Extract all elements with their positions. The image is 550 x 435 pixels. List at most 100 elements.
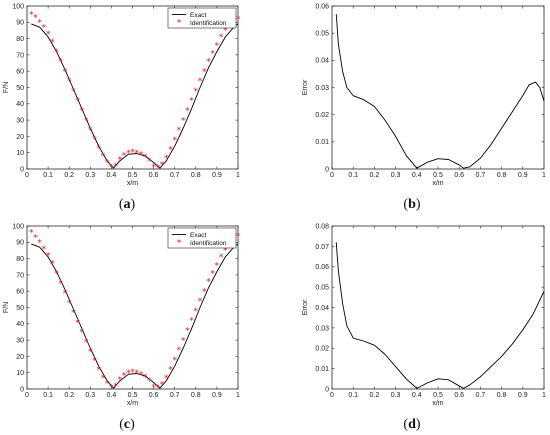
x-tick-label: 0.9 — [212, 392, 222, 399]
y-tick-label: 70 — [16, 272, 24, 279]
data-point: * — [84, 338, 89, 348]
data-point: * — [160, 380, 165, 390]
data-point: * — [156, 384, 161, 394]
legend-swatch-identification: * — [177, 239, 182, 249]
y-tick-label: 30 — [16, 118, 24, 125]
legend-label-exact: Exact — [190, 12, 206, 19]
data-point: * — [113, 162, 118, 172]
data-point: * — [29, 229, 34, 239]
x-tick-label: 0.4 — [412, 392, 422, 399]
data-point: * — [54, 269, 59, 279]
x-tick-label: 0.5 — [433, 392, 443, 399]
panel-d: 0 0.1 0.2 0.3 0.4 0.5 0.6 0.7 0.8 0.9 1 0 0.01 0.02 0.… — [302, 223, 546, 407]
x-tick-label: 0.7 — [170, 172, 180, 179]
x-tick-label: 0.9 — [518, 172, 528, 179]
x-tick-label: 0 — [25, 392, 29, 399]
x-tick-label: 0.1 — [348, 392, 358, 399]
y-tick-label: 90 — [16, 240, 24, 247]
data-point: * — [59, 58, 64, 68]
data-point: * — [206, 278, 211, 288]
data-point: * — [219, 33, 224, 43]
data-point: * — [143, 373, 148, 383]
y-tick-label: 0.04 — [315, 58, 329, 65]
y-tick-label: 40 — [16, 321, 24, 328]
data-point: * — [92, 135, 97, 145]
x-tick-label: 0.5 — [128, 392, 138, 399]
x-tick-label: 1 — [542, 172, 546, 179]
y-tick-label: 0 — [325, 166, 329, 173]
x-tick-label: 0.5 — [433, 172, 443, 179]
data-point: * — [96, 144, 101, 154]
x-tick-label: 0.9 — [518, 392, 528, 399]
y-tick-label: 0.07 — [315, 244, 329, 251]
data-point: * — [185, 107, 190, 117]
data-point: * — [46, 30, 51, 40]
x-tick-label: 0.1 — [43, 392, 53, 399]
plot-area — [331, 225, 545, 390]
data-point: * — [75, 318, 80, 328]
series-line-error — [335, 242, 545, 389]
y-axis-label: F/N — [3, 82, 10, 93]
x-axis-label: x/m — [127, 180, 138, 187]
data-point: * — [130, 368, 135, 378]
y-tick-label: 0.01 — [315, 366, 329, 373]
data-point: * — [147, 377, 152, 387]
x-tick-label: 0 — [25, 172, 29, 179]
y-tick-label: 20 — [16, 354, 24, 361]
plot-area — [26, 5, 239, 170]
x-tick-label: 0.8 — [497, 172, 507, 179]
data-point: * — [215, 41, 220, 51]
data-point: * — [126, 369, 131, 379]
data-point: * — [215, 261, 220, 271]
data-point: * — [168, 146, 173, 156]
y-axis-label: Error — [302, 79, 309, 95]
data-point: * — [194, 307, 199, 317]
data-point: * — [151, 383, 156, 393]
y-tick-label: 50 — [16, 305, 24, 312]
x-tick-label: 0.7 — [476, 172, 486, 179]
x-axis-label: x/m — [432, 400, 443, 407]
y-tick-label: 90 — [16, 20, 24, 27]
data-point: * — [139, 371, 144, 381]
data-point: * — [37, 239, 42, 249]
data-point: * — [101, 374, 106, 384]
data-point: * — [88, 348, 93, 358]
data-point: * — [210, 49, 215, 59]
y-tick-label: 10 — [16, 370, 24, 377]
x-tick-label: 0 — [330, 392, 334, 399]
x-tick-label: 0.8 — [191, 392, 201, 399]
y-tick-label: 0.05 — [315, 31, 329, 38]
y-tick-label: 100 — [12, 223, 24, 230]
y-tick-label: 0.03 — [315, 85, 329, 92]
plot-area — [331, 5, 545, 170]
data-point: * — [92, 357, 97, 367]
data-point: * — [143, 153, 148, 163]
y-tick-label: 0 — [20, 166, 24, 173]
data-point: * — [198, 77, 203, 87]
x-tick-label: 1 — [236, 172, 240, 179]
x-tick-label: 0.4 — [107, 392, 117, 399]
data-point: * — [75, 97, 80, 107]
legend-label-identification: Identification — [190, 240, 227, 247]
data-point: * — [71, 309, 76, 319]
data-point: * — [113, 382, 118, 392]
y-tick-label: 80 — [16, 256, 24, 263]
x-tick-label: 0.1 — [348, 172, 358, 179]
data-point: * — [96, 366, 101, 376]
data-point: * — [105, 159, 110, 169]
data-point: * — [181, 116, 186, 126]
x-tick-label: 0.4 — [107, 172, 117, 179]
legend-box — [167, 7, 237, 29]
data-point: * — [71, 87, 76, 97]
data-point: * — [172, 136, 177, 146]
y-tick-label: 0.05 — [315, 285, 329, 292]
x-tick-label: 0.6 — [454, 172, 464, 179]
data-point: * — [109, 384, 114, 394]
legend-swatch-identification: * — [177, 19, 182, 29]
x-tick-label: 0.6 — [149, 392, 159, 399]
data-point: * — [130, 148, 135, 158]
data-point: * — [202, 287, 207, 297]
data-point: * — [67, 77, 72, 87]
data-point: * — [223, 247, 228, 257]
